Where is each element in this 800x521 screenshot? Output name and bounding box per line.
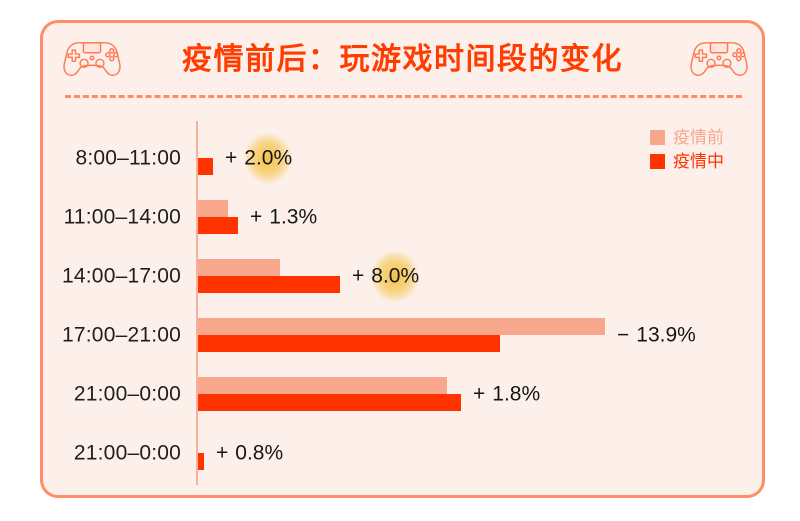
delta-value-wrap: 13.9% [636, 325, 696, 346]
delta-value-wrap: 8.0% [364, 243, 427, 309]
delta-label: +8.0% [352, 243, 427, 309]
legend-item-during: 疫情中 [650, 153, 724, 170]
legend-swatch-before [650, 130, 665, 145]
chart-title: 疫情前后：玩游戏时间段的变化 [182, 43, 623, 76]
delta-sign: + [352, 264, 365, 288]
bar-during [198, 453, 204, 470]
delta-value: 0.8% [235, 441, 284, 465]
delta-sign: + [473, 382, 486, 406]
bar-during [198, 394, 461, 411]
delta-value: 2.0% [244, 146, 293, 170]
delta-value: 13.9% [636, 323, 696, 347]
legend-item-before: 疫情前 [650, 129, 724, 146]
delta-sign: + [225, 146, 238, 170]
bar-during [198, 335, 500, 352]
category-label: 21:00–0:00 [73, 382, 181, 406]
category-label: 8:00–11:00 [75, 146, 181, 170]
delta-value: 1.3% [269, 205, 318, 229]
category-label: 14:00–17:00 [62, 264, 181, 288]
infographic-card: 疫情前后：玩游戏时间段的变化 8:00–11:00 +2.0% 11:00–14:0… [40, 20, 765, 498]
bar-during [198, 276, 340, 293]
bar-during [198, 217, 238, 234]
legend-label-before: 疫情前 [673, 128, 724, 147]
delta-label: −13.9% [617, 325, 696, 346]
delta-sign: − [617, 323, 630, 347]
dashed-divider [65, 95, 742, 98]
bar-during [198, 158, 213, 175]
bar-before [198, 200, 228, 217]
y-axis-line [196, 121, 198, 485]
category-label: 17:00–21:00 [62, 323, 181, 347]
category-label: 11:00–14:00 [63, 205, 181, 229]
delta-label: +2.0% [225, 125, 300, 191]
delta-value: 1.8% [492, 382, 541, 406]
delta-value-wrap: 2.0% [237, 125, 300, 191]
delta-label: +1.3% [250, 207, 317, 228]
delta-label: +0.8% [216, 443, 283, 464]
delta-label: +1.8% [473, 384, 540, 405]
delta-value-wrap: 1.8% [492, 384, 540, 405]
legend: 疫情前 疫情中 [650, 129, 724, 170]
game-controller-icon [686, 36, 752, 82]
bar-before [198, 259, 280, 276]
game-controller-icon [59, 36, 125, 82]
legend-swatch-during [650, 154, 665, 169]
category-label: 21:00–0:00 [73, 441, 181, 465]
delta-value-wrap: 1.3% [269, 207, 317, 228]
bar-before [198, 318, 605, 335]
delta-sign: + [216, 441, 229, 465]
delta-value: 8.0% [371, 264, 420, 288]
delta-value-wrap: 0.8% [235, 443, 283, 464]
delta-sign: + [250, 205, 263, 229]
chart-area: 8:00–11:00 +2.0% 11:00–14:00 +1.3% 14:00–17:… [43, 23, 762, 495]
bar-before [198, 377, 447, 394]
legend-label-during: 疫情中 [673, 152, 724, 171]
